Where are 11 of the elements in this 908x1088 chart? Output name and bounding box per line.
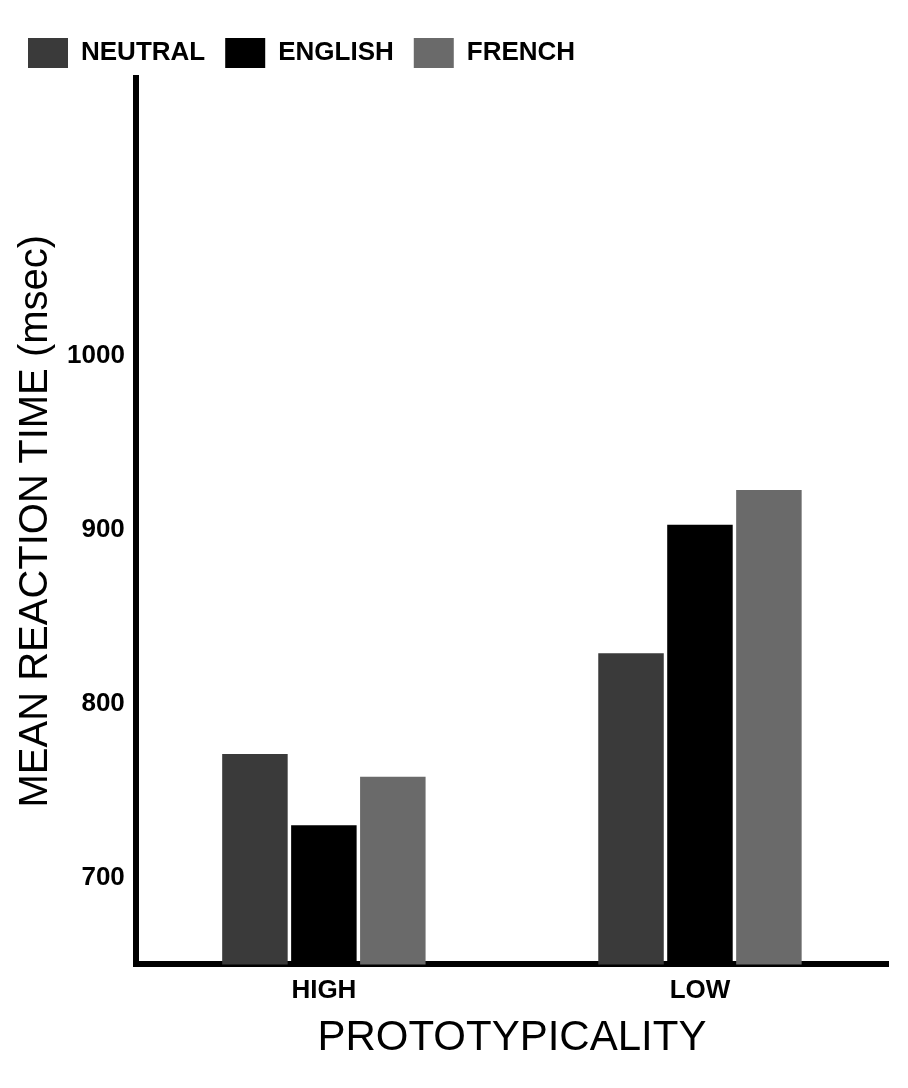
x-tick-label: LOW <box>669 974 731 1005</box>
y-tick-label: 900 <box>81 513 125 544</box>
x-tick-label: HIGH <box>291 974 357 1005</box>
y-tick-label: 800 <box>81 686 125 717</box>
x-axis-title: PROTOTYPICALITY <box>317 1012 707 1060</box>
legend-label: NEUTRAL <box>81 36 206 67</box>
y-tick-label: 700 <box>81 860 125 891</box>
y-tick-label: 1000 <box>67 339 125 370</box>
legend-label: FRENCH <box>466 36 576 67</box>
y-axis-title: MEAN REACTION TIME (msec) <box>11 234 56 808</box>
legend-label: ENGLISH <box>278 36 394 67</box>
